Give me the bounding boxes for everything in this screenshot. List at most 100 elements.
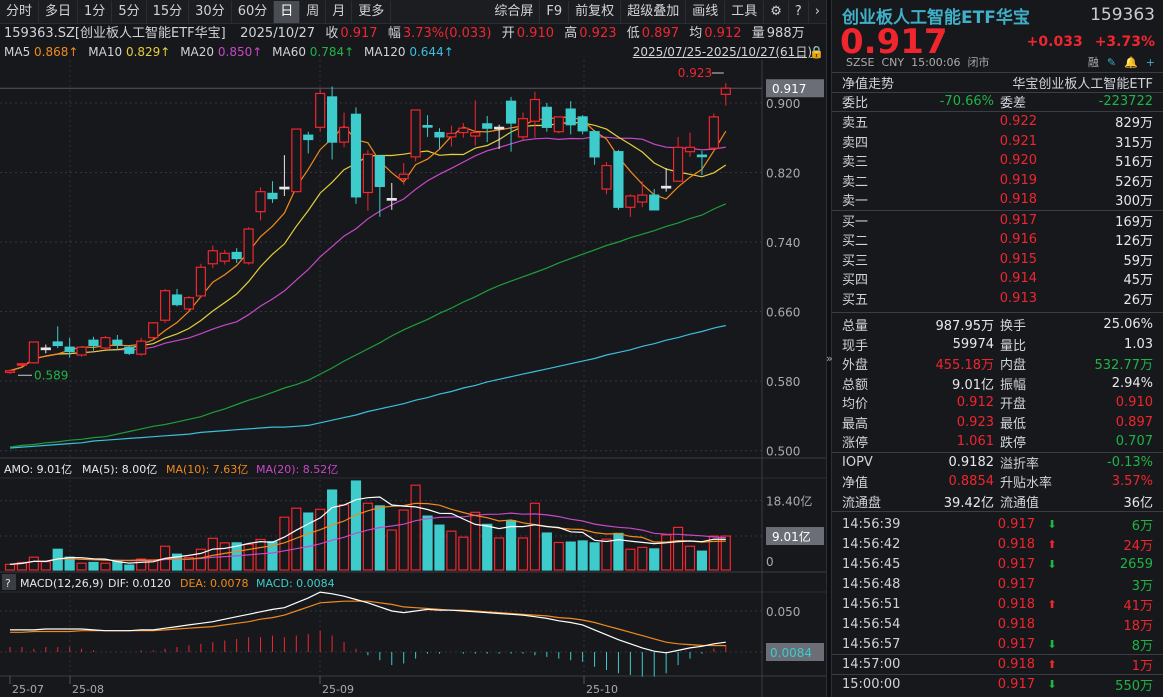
volume-bar (601, 538, 612, 571)
bids-row[interactable]: 买三 0.915 59万 (832, 250, 1163, 270)
asks-row[interactable]: 卖五 0.922 829万 (832, 112, 1163, 132)
stat-label: 最低 (1000, 416, 1027, 432)
volume-bar (577, 540, 588, 571)
tick-price: 0.917 (997, 516, 1035, 532)
period-tab-4[interactable]: 15分 (147, 0, 190, 23)
macd-dea-label: DEA: 0.0078 (180, 577, 248, 590)
candle-down (649, 194, 660, 211)
tick-time: 14:56:54 (842, 616, 901, 632)
bids-price: 0.913 (999, 290, 1037, 306)
edit-icon[interactable]: ✎ (1106, 55, 1117, 69)
tool-button-5[interactable]: 工具 (725, 0, 765, 23)
current-macd-tag (766, 643, 824, 661)
period-tab-1[interactable]: 多日 (39, 0, 79, 23)
stat-row: 总量 987.95万 换手 25.06% (832, 315, 1163, 335)
bids-row[interactable]: 买二 0.916 126万 (832, 230, 1163, 250)
volume-bar (303, 512, 314, 571)
stat-label: 现手 (842, 338, 869, 354)
candle-up (195, 266, 206, 297)
exchange: SZSE (846, 55, 875, 69)
volume-bar (374, 505, 385, 571)
candle-up (4, 370, 16, 373)
bids-row[interactable]: 买五 0.913 26万 (832, 289, 1163, 309)
date-range-selector[interactable]: 2025/07/25-2025/10/27(61日) (632, 45, 812, 59)
stat-row: 流通盘 39.42亿 流通值 36亿 (832, 492, 1163, 512)
asks-label: 卖一 (842, 194, 869, 210)
arrow-down-icon: ⬇ (1047, 557, 1057, 571)
avg-value: 0.912 (704, 26, 742, 41)
amo-ma10-label: MA(10): 7.63亿 (166, 463, 248, 476)
tool-button-2[interactable]: 前复权 (569, 0, 622, 23)
asks-row[interactable]: 卖二 0.919 526万 (832, 171, 1163, 191)
tool-button-4[interactable]: 画线 (686, 0, 726, 23)
period-tab-9[interactable]: 月 (326, 0, 353, 23)
period-tab-10[interactable]: 更多 (352, 0, 392, 23)
candle-up (148, 322, 159, 339)
volume-bar (458, 536, 469, 571)
low-value: 0.897 (641, 26, 679, 41)
bids-label: 买三 (842, 253, 869, 269)
volume-bar (76, 562, 87, 571)
current-macd-tag-text: 0.0084 (770, 646, 812, 660)
chevron-right-icon[interactable]: › (814, 3, 820, 19)
stat-label: 内盘 (1000, 358, 1027, 374)
asks-row[interactable]: 卖一 0.918 300万 (832, 190, 1163, 210)
tool-button-1[interactable]: F9 (540, 0, 570, 23)
candle-up (362, 153, 373, 194)
trade-tick-row: 14:56:42 0.918 ⬆ 24万 (832, 534, 1163, 554)
candle-down (350, 113, 362, 198)
settings-gear-icon[interactable]: ⚙ (764, 0, 789, 23)
lock-icon[interactable]: 🔒 (809, 45, 824, 59)
candle-down (696, 154, 708, 158)
stat-row: 总额 9.01亿 振幅 2.94% (832, 374, 1163, 394)
trade-tick-row: 14:56:51 0.918 ⬆ 41万 (832, 594, 1163, 614)
nav-trend-row[interactable]: 净值走势 华宝创业板人工智能ETF (832, 72, 1163, 92)
asks-volume: 516万 (1115, 155, 1153, 171)
asks-row[interactable]: 卖三 0.920 516万 (832, 151, 1163, 171)
stat-label: 换手 (1000, 319, 1027, 335)
volume-label: 量 (751, 26, 765, 41)
margin-badge[interactable]: 融 (1087, 56, 1099, 69)
volume-bar (350, 480, 362, 571)
bids-row[interactable]: 买四 0.914 45万 (832, 269, 1163, 289)
add-icon[interactable]: + (1145, 55, 1155, 69)
volume-bar (291, 507, 302, 571)
help-icon[interactable]: ? (789, 0, 809, 23)
bids-row[interactable]: 买一 0.917 169万 (832, 211, 1163, 231)
period-tab-6[interactable]: 60分 (232, 0, 275, 23)
price-change: +0.033 (1026, 34, 1083, 50)
period-tab-3[interactable]: 5分 (112, 0, 147, 23)
amo-label: AMO: 9.01亿 (4, 463, 72, 476)
volume-bar (243, 543, 254, 571)
tick-volume: 8万 (1131, 638, 1153, 654)
tool-button-0[interactable]: 综合屏 (488, 0, 541, 23)
candle-down (661, 185, 672, 189)
stat-label: 振幅 (1000, 377, 1027, 393)
stat-value: 1.061 (956, 434, 994, 450)
stat-value: 0.910 (1115, 395, 1153, 411)
current-amo-tag-text: 9.01亿 (772, 529, 811, 544)
period-tab-2[interactable]: 1分 (78, 0, 113, 23)
bids-label: 买五 (842, 292, 869, 308)
macd-help-button[interactable] (2, 574, 16, 590)
stat-value: 59974 (952, 336, 994, 352)
stat-row: 净值 0.8854 升贴水率 3.57% (832, 472, 1163, 492)
period-tab-0[interactable]: 分时 (0, 0, 40, 23)
open-value: 0.910 (516, 26, 554, 41)
period-tab-7[interactable]: 日 (274, 0, 301, 23)
panel-divider[interactable] (826, 0, 832, 697)
candle-down (88, 339, 99, 347)
volume-bar (386, 529, 397, 571)
asks-row[interactable]: 卖四 0.921 315万 (832, 132, 1163, 152)
price-axis-label: 0.740 (766, 236, 800, 250)
asks-label: 卖五 (842, 116, 869, 132)
period-tab-5[interactable]: 30分 (189, 0, 232, 23)
bell-icon[interactable]: 🔔 (1124, 55, 1138, 69)
bids-volume: 26万 (1123, 292, 1153, 308)
candle-up (315, 92, 326, 128)
chart-area[interactable]: 25-07 25-08 25-09 25-10 0.900 0.820 0.740 0.660… (0, 60, 826, 697)
tool-button-3[interactable]: 超级叠加 (621, 0, 687, 23)
expand-panel-icon[interactable]: » (826, 352, 833, 365)
bids-price: 0.915 (999, 251, 1037, 267)
period-tab-8[interactable]: 周 (300, 0, 327, 23)
